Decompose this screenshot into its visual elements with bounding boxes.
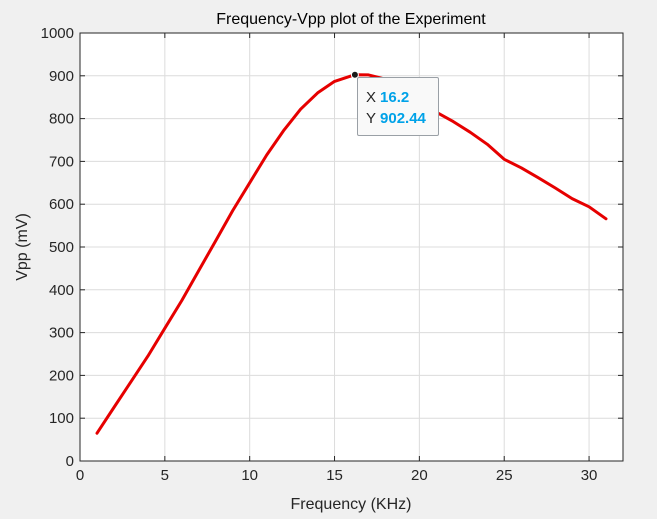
y-tick-label: 400 [49,282,74,299]
y-tick-label: 300 [49,325,74,342]
datatip-y-label: Y [366,110,377,127]
datatip-y-value: 902.44 [380,110,426,127]
y-tick-label: 0 [66,453,74,470]
x-axis-label: Frequency (KHz) [291,496,412,513]
datatip-y-row: Y 902.44 [366,108,438,129]
marker-layer [350,70,359,79]
y-tick-label: 200 [49,367,74,384]
y-tick-label: 700 [49,153,74,170]
ticks: 0 5 10 15 20 25 300100200300400500600700800900… [41,25,623,484]
y-tick-label: 1000 [41,25,74,42]
x-tick-label: 30 [581,467,598,484]
datatip-x-label: X [366,89,377,106]
datatip-x-row: X 16.2 [366,87,438,108]
x-tick-label: 0 [76,467,84,484]
y-tick-label: 600 [49,196,74,213]
datatip-x-value: 16.2 [380,89,410,106]
x-tick-label: 25 [496,467,513,484]
datatip-marker[interactable] [350,70,359,79]
x-tick-label: 20 [411,467,428,484]
y-tick-label: 800 [49,111,74,128]
y-tick-label: 900 [49,68,74,85]
x-tick-label: 5 [161,467,169,484]
y-tick-label: 100 [49,410,74,427]
x-tick-label: 10 [241,467,258,484]
y-axis-label: Vpp (mV) [14,213,31,281]
x-tick-label: 15 [326,467,343,484]
y-tick-label: 500 [49,239,74,256]
chart-title: Frequency-Vpp plot of the Experiment [216,11,486,28]
datatip[interactable]: X 16.2 Y 902.44 [357,77,439,136]
